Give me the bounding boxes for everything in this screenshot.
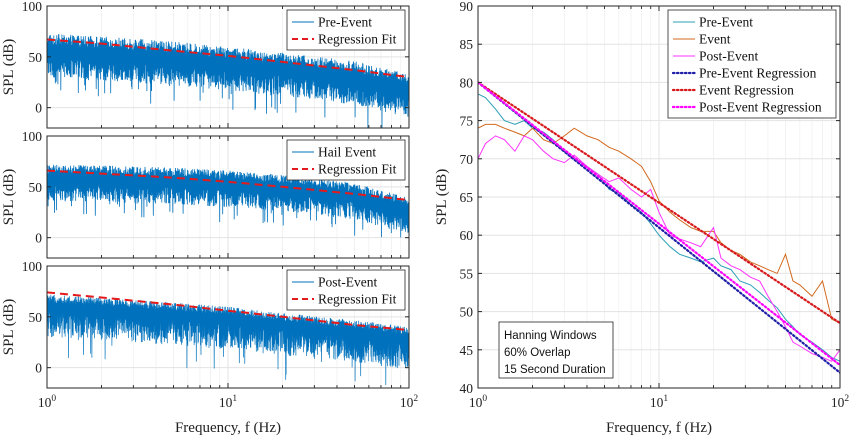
- series-line-hail-event: [47, 164, 409, 238]
- right-panel: 40 45 50 55 60 65 70 75 80 85 90 100 101 102 SPL (dB)…: [434, 0, 849, 436]
- right-ylabel: SPL (dB): [434, 169, 450, 226]
- y-tick-label: 80: [460, 75, 474, 90]
- series-line-post-event-regression: [478, 81, 840, 367]
- legend-box: [286, 269, 406, 311]
- left-bottom-xlabel: Frequency, f (Hz): [175, 420, 281, 436]
- annotation-line-1: Hanning Windows: [504, 330, 597, 342]
- legend-label: Pre-Event Regression: [699, 66, 817, 81]
- left-bottom-panel: 0 50 100 100 101 102 SPL (dB) Frequency, f (H…: [1, 259, 418, 436]
- left-middle-ylabel: SPL (dB): [1, 169, 17, 226]
- y-tick-label: 70: [460, 152, 474, 167]
- x-tick-label: 101: [650, 394, 669, 410]
- y-tick-label: 100: [22, 259, 43, 274]
- legend-label: Hail Event: [318, 145, 376, 160]
- y-tick-label: 0: [35, 101, 42, 116]
- legend-label: Regression Fit: [318, 32, 397, 47]
- y-tick-label: 45: [460, 343, 474, 358]
- y-tick-label: 50: [460, 305, 474, 320]
- legend-label: Pre-Event: [318, 15, 372, 30]
- x-tick-label: 102: [400, 394, 419, 410]
- x-tick-label: 102: [831, 394, 850, 410]
- annotation-line-2: 60% Overlap: [504, 347, 570, 359]
- y-tick-label: 75: [460, 114, 474, 129]
- y-tick-label: 55: [460, 266, 474, 281]
- series-line-regression-fit: [47, 291, 409, 332]
- series-line-pre-event: [47, 34, 409, 128]
- y-tick-label: 85: [460, 37, 474, 52]
- legend-label: Event: [699, 32, 731, 47]
- left-top-ylabel: SPL (dB): [1, 39, 17, 96]
- left-top-legend: Pre-Event Regression Fit: [286, 9, 406, 51]
- legend-label: Post-Event Regression: [699, 100, 822, 115]
- legend-label: Post-Event: [699, 49, 758, 64]
- y-tick-label: 60: [460, 228, 474, 243]
- legend-box: [667, 9, 837, 119]
- y-tick-label: 50: [29, 310, 43, 325]
- legend-label: Post-Event: [318, 275, 377, 290]
- left-middle-panel: 0 50 100 SPL (dB) Hail Event Regression Fit: [1, 129, 410, 259]
- y-tick-label: 0: [35, 231, 42, 246]
- legend-label: Regression Fit: [318, 292, 397, 307]
- series-line-event-regression: [478, 81, 840, 325]
- y-tick-label: 90: [460, 0, 474, 14]
- series-line-regression-fit: [47, 169, 409, 202]
- x-tick-label: 101: [219, 394, 238, 410]
- series-line-post-event: [478, 135, 840, 362]
- series-line-post-event: [47, 294, 409, 386]
- right-xlabel: Frequency, f (Hz): [606, 420, 712, 436]
- legend-label: Regression Fit: [318, 162, 397, 177]
- y-tick-label: 0: [35, 361, 42, 376]
- left-middle-legend: Hail Event Regression Fit: [286, 139, 406, 181]
- y-tick-label: 100: [22, 129, 43, 144]
- left-top-panel: 0 50 100 SPL (dB) Pre-Event Regression Fit: [1, 0, 410, 129]
- x-tick-label: 100: [38, 394, 57, 410]
- analysis-parameters-box: Hanning Windows 60% Overlap 15 Second Du…: [498, 321, 614, 379]
- legend-label: Pre-Event: [699, 15, 753, 30]
- left-bottom-ylabel: SPL (dB): [1, 299, 17, 356]
- y-tick-label: 100: [22, 0, 43, 14]
- y-tick-label: 50: [29, 180, 43, 195]
- legend-label: Event Regression: [699, 83, 794, 98]
- annotation-line-3: 15 Second Duration: [504, 364, 606, 376]
- legend-box: [286, 9, 406, 51]
- right-legend: Pre-Event Event Post-Event Pre-Event Regres…: [667, 9, 837, 119]
- series-line-regression-fit: [47, 38, 409, 79]
- legend-box: [286, 139, 406, 181]
- left-bottom-legend: Post-Event Regression Fit: [286, 269, 406, 311]
- y-tick-label: 40: [460, 381, 474, 396]
- x-tick-label: 100: [469, 394, 488, 410]
- y-tick-label: 65: [460, 190, 474, 205]
- y-tick-label: 50: [29, 50, 43, 65]
